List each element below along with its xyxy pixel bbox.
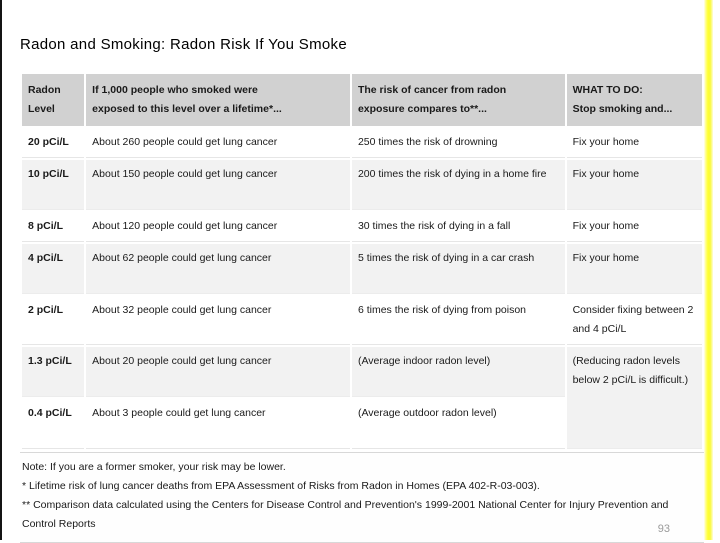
page-title: Radon and Smoking: Radon Risk If You Smo… — [20, 36, 347, 53]
table-header-row: Radon Level If 1,000 people who smoked w… — [22, 74, 702, 126]
comparison-cell: 30 times the risk of dying in a fall — [351, 212, 565, 242]
smokers-risk-cell: About 62 people could get lung cancer — [86, 244, 350, 294]
table-row: 0.4 pCi/L About 3 people could get lung … — [22, 399, 702, 449]
header-line: If 1,000 people who smoked were — [92, 84, 258, 96]
table-row: 8 pCi/L About 120 people could get lung … — [22, 212, 702, 242]
column-header-smokers-exposed: If 1,000 people who smoked were exposed … — [86, 74, 350, 126]
smokers-risk-cell: About 260 people could get lung cancer — [86, 128, 350, 158]
header-line: Radon — [28, 84, 61, 96]
radon-level-cell: 2 pCi/L — [22, 296, 85, 345]
smokers-risk-cell: About 120 people could get lung cancer — [86, 212, 350, 242]
header-line: exposed to this level over a lifetime*..… — [92, 103, 282, 115]
smokers-risk-cell: About 32 people could get lung cancer — [86, 296, 350, 345]
table-row: 20 pCi/L About 260 people could get lung… — [22, 128, 702, 158]
header-line: Stop smoking and... — [572, 103, 673, 115]
radon-level-cell: 1.3 pCi/L — [22, 347, 85, 397]
table-row: 2 pCi/L About 32 people could get lung c… — [22, 296, 702, 345]
action-cell: Fix your home — [566, 212, 702, 242]
comparison-cell: 250 times the risk of drowning — [351, 128, 565, 158]
footnotes-section: Note: If you are a former smoker, your r… — [20, 452, 704, 543]
footnote-comparison-data: ** Comparison data calculated using the … — [22, 499, 669, 530]
action-cell-merged: (Reducing radon levels below 2 pCi/L is … — [566, 347, 702, 449]
comparison-cell: 6 times the risk of dying from poison — [351, 296, 565, 345]
action-cell: Consider fixing between 2 and 4 pCi/L — [566, 296, 702, 345]
slide-content: Radon and Smoking: Radon Risk If You Smo… — [20, 0, 704, 543]
header-line: The risk of cancer from radon — [357, 84, 507, 96]
header-line: exposure compares to**... — [357, 103, 487, 115]
action-cell: Fix your home — [566, 244, 702, 294]
table-row: 1.3 pCi/L About 20 people could get lung… — [22, 347, 702, 449]
radon-level-cell: 0.4 pCi/L — [22, 399, 85, 449]
smokers-risk-cell: About 3 people could get lung cancer — [86, 399, 350, 449]
comparison-cell: (Average outdoor radon level) — [351, 399, 565, 449]
radon-risk-table: Radon Level If 1,000 people who smoked w… — [20, 72, 704, 451]
column-header-what-to-do: WHAT TO DO: Stop smoking and... — [566, 74, 702, 126]
smokers-risk-cell: About 20 people could get lung cancer — [86, 347, 350, 397]
comparison-cell: 200 times the risk of dying in a home fi… — [351, 160, 565, 210]
action-cell: Fix your home — [566, 160, 702, 210]
radon-level-cell: 4 pCi/L — [22, 244, 85, 294]
column-header-risk-comparison: The risk of cancer from radon exposure c… — [351, 74, 565, 126]
slide-left-edge-divider — [0, 0, 2, 540]
radon-level-cell: 20 pCi/L — [22, 128, 85, 158]
action-cell: Fix your home — [566, 128, 702, 158]
footnote-lifetime-risk: * Lifetime risk of lung cancer deaths fr… — [22, 480, 540, 492]
page-number: 93 — [657, 523, 670, 535]
table-row: 10 pCi/L About 150 people could get lung… — [22, 160, 702, 210]
table-row: 4 pCi/L About 62 people could get lung c… — [22, 244, 702, 294]
radon-level-cell: 8 pCi/L — [22, 212, 85, 242]
header-line: WHAT TO DO: — [572, 84, 643, 96]
comparison-cell: (Average indoor radon level) — [351, 347, 565, 397]
radon-level-cell: 10 pCi/L — [22, 160, 85, 210]
smokers-risk-cell: About 150 people could get lung cancer — [86, 160, 350, 210]
accent-stripe — [704, 0, 713, 540]
footnote-former-smoker: Note: If you are a former smoker, your r… — [22, 461, 286, 473]
comparison-cell: 5 times the risk of dying in a car crash — [351, 244, 565, 294]
header-line: Level — [28, 103, 55, 115]
column-header-radon-level: Radon Level — [22, 74, 85, 126]
